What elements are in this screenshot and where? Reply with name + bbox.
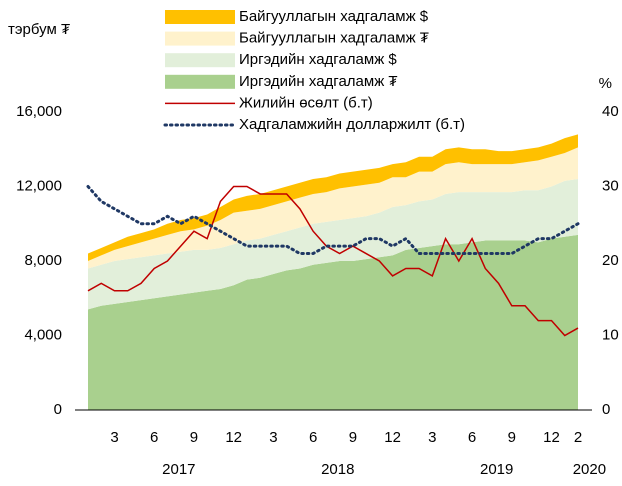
area — [88, 147, 578, 269]
y2-tick-label: 40 — [602, 103, 619, 120]
x-tick-label: 9 — [190, 429, 198, 446]
x-tick-label: 12 — [543, 429, 560, 446]
legend-swatch — [165, 10, 235, 24]
x-tick-label: 6 — [468, 429, 476, 446]
year-label: 2018 — [321, 461, 354, 478]
y-axis-label: тэрбум ₮ — [8, 21, 70, 38]
area — [88, 234, 578, 410]
line — [87, 185, 579, 337]
y-tick-label: 8,000 — [24, 252, 62, 269]
year-label: 2019 — [480, 461, 513, 478]
y-tick-label: 4,000 — [24, 326, 62, 343]
y2-axis-label: % — [599, 75, 612, 92]
year-label: 2020 — [573, 461, 606, 478]
y2-tick-label: 10 — [602, 326, 619, 343]
x-tick-label: 6 — [150, 429, 158, 446]
x-tick-label: 3 — [428, 429, 436, 446]
legend-label: Жилийн өсөлт (б.т) — [239, 94, 373, 111]
y-tick-label: 0 — [54, 401, 62, 418]
legend-label: Хадгаламжийн долларжилт (б.т) — [239, 116, 465, 133]
legend-swatch — [165, 31, 235, 46]
y-tick-label: 16,000 — [16, 103, 62, 120]
x-tick-label: 6 — [309, 429, 317, 446]
legend-label: Иргэдийн хадгаламж $ — [239, 51, 397, 68]
line — [86, 185, 580, 256]
y2-tick-label: 30 — [602, 177, 619, 194]
legend-label: Байгууллагын хадгаламж ₮ — [239, 30, 429, 47]
x-tick-label: 9 — [349, 429, 357, 446]
y-tick-label: 12,000 — [16, 177, 62, 194]
x-tick-label: 12 — [225, 429, 242, 446]
x-tick-label: 3 — [110, 429, 118, 446]
x-tick-label: 9 — [508, 429, 516, 446]
legend-label: Байгууллагын хадгаламж $ — [239, 8, 429, 25]
x-tick-label: 3 — [269, 429, 277, 446]
area — [88, 179, 578, 310]
y2-tick-label: 0 — [602, 401, 610, 418]
legend-swatch — [165, 74, 235, 89]
year-label: 2017 — [162, 461, 195, 478]
y2-tick-label: 20 — [602, 252, 619, 269]
x-tick-label: 2 — [574, 429, 582, 446]
x-tick-label: 12 — [384, 429, 401, 446]
legend-swatch — [165, 53, 235, 68]
legend-label: Иргэдийн хадгаламж ₮ — [239, 73, 398, 90]
